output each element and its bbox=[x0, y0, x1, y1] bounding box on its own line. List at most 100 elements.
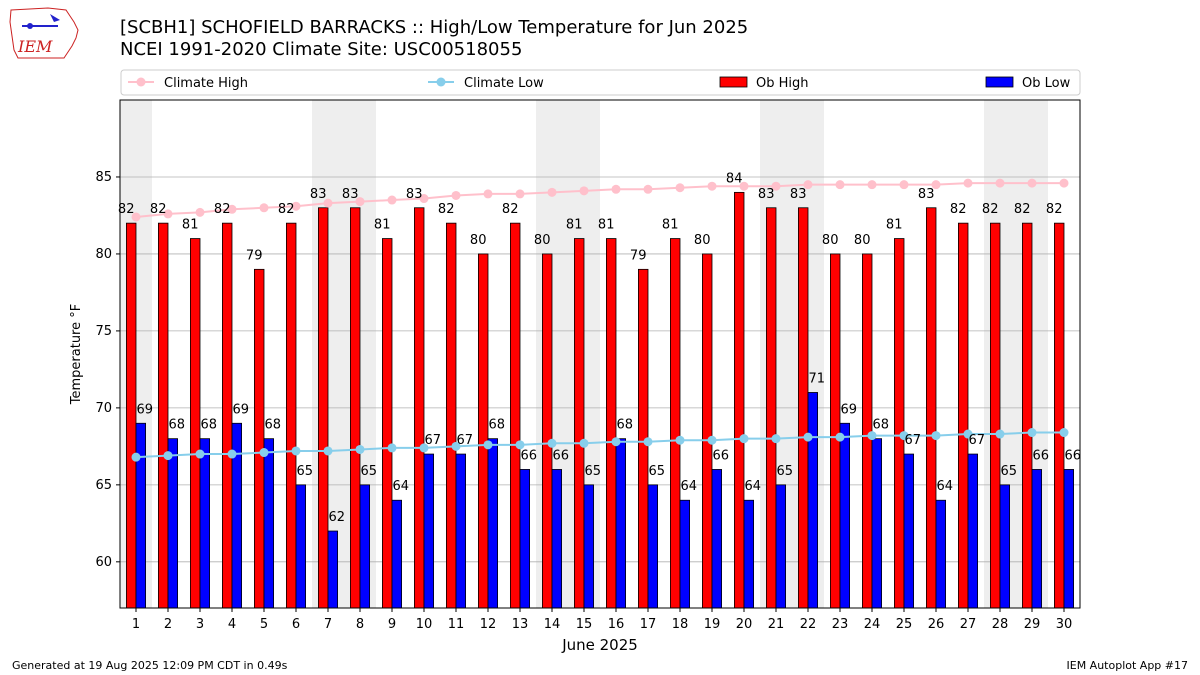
bar-ob-low bbox=[935, 499, 947, 609]
climate-high-point bbox=[259, 203, 269, 213]
climate-low-point bbox=[291, 446, 301, 456]
bar-ob-high bbox=[702, 253, 713, 609]
x-tick-label: 8 bbox=[356, 617, 364, 632]
footer-generated: Generated at 19 Aug 2025 12:09 PM CDT in… bbox=[12, 659, 288, 672]
bar-ob-high bbox=[381, 238, 393, 609]
climate-high-point bbox=[227, 204, 237, 214]
x-tick-label: 28 bbox=[992, 617, 1009, 632]
label-ob-high: 79 bbox=[630, 248, 647, 263]
label-ob-low: 67 bbox=[905, 433, 922, 448]
climate-low-point bbox=[1059, 428, 1069, 438]
label-ob-low: 65 bbox=[297, 464, 314, 479]
label-ob-low: 69 bbox=[233, 402, 250, 417]
label-ob-low: 68 bbox=[489, 418, 506, 433]
bar-ob-high bbox=[926, 207, 937, 609]
legend-label: Climate High bbox=[164, 76, 248, 91]
bar-ob-low bbox=[839, 422, 851, 609]
climate-high-point bbox=[387, 195, 397, 205]
y-tick-label: 85 bbox=[95, 170, 112, 185]
x-tick-label: 23 bbox=[832, 617, 849, 632]
bar-ob-low bbox=[359, 484, 371, 609]
climate-high-point bbox=[291, 201, 301, 211]
climate-low-point bbox=[931, 431, 941, 441]
climate-low-point bbox=[611, 437, 621, 447]
x-tick-label: 7 bbox=[324, 617, 332, 632]
climate-high-point bbox=[835, 180, 845, 190]
bar-ob-high bbox=[574, 238, 585, 609]
label-ob-low: 66 bbox=[553, 448, 570, 463]
label-ob-high: 80 bbox=[470, 233, 487, 248]
bar-ob-high bbox=[1054, 222, 1065, 609]
label-ob-low: 69 bbox=[841, 402, 858, 417]
label-ob-high: 82 bbox=[502, 202, 519, 217]
x-tick-label: 21 bbox=[768, 617, 785, 632]
label-ob-high: 83 bbox=[310, 187, 327, 202]
x-tick-label: 14 bbox=[544, 617, 561, 632]
label-ob-high: 81 bbox=[182, 218, 199, 233]
x-tick-label: 22 bbox=[800, 617, 817, 632]
legend-marker bbox=[136, 77, 146, 87]
x-tick-label: 2 bbox=[164, 617, 172, 632]
label-ob-high: 81 bbox=[886, 218, 903, 233]
x-tick-label: 26 bbox=[928, 617, 945, 632]
label-ob-low: 64 bbox=[681, 479, 698, 494]
label-ob-high: 82 bbox=[1046, 202, 1063, 217]
plot-frame bbox=[119, 99, 1081, 609]
climate-low-line bbox=[135, 431, 1064, 459]
label-ob-high: 83 bbox=[758, 187, 775, 202]
bar-ob-high bbox=[990, 222, 1001, 609]
climate-high-point bbox=[579, 186, 589, 196]
label-ob-high: 82 bbox=[214, 202, 231, 217]
x-tick-label: 25 bbox=[896, 617, 913, 632]
x-tick-label: 1 bbox=[132, 617, 140, 632]
label-ob-low: 66 bbox=[521, 448, 538, 463]
climate-high-point bbox=[899, 180, 909, 190]
label-ob-high: 82 bbox=[982, 202, 999, 217]
x-tick-label: 16 bbox=[608, 617, 625, 632]
bar-ob-low bbox=[679, 499, 691, 609]
bar-ob-high bbox=[157, 222, 169, 609]
x-tick-label: 10 bbox=[416, 617, 433, 632]
label-ob-high: 82 bbox=[278, 202, 295, 217]
legend-label: Climate Low bbox=[464, 76, 544, 91]
climate-low-point bbox=[739, 434, 749, 444]
bar-ob-high bbox=[1022, 222, 1033, 609]
climate-low-point bbox=[1027, 428, 1037, 438]
climate-high-point bbox=[995, 178, 1005, 188]
climate-high-point bbox=[931, 180, 941, 190]
legend-box bbox=[120, 69, 1081, 96]
bar-ob-high bbox=[253, 268, 265, 609]
climate-low-point bbox=[131, 452, 141, 462]
label-ob-high: 82 bbox=[950, 202, 967, 217]
bar-ob-low bbox=[487, 438, 499, 609]
x-tick-label: 12 bbox=[480, 617, 497, 632]
climate-high-point bbox=[483, 189, 493, 199]
x-tick-label: 3 bbox=[196, 617, 204, 632]
label-ob-low: 65 bbox=[361, 464, 378, 479]
climate-high-point bbox=[163, 209, 173, 219]
label-ob-low: 64 bbox=[937, 479, 954, 494]
label-ob-low: 67 bbox=[425, 433, 442, 448]
bar-ob-high bbox=[798, 207, 809, 609]
bar-ob-low bbox=[583, 484, 595, 609]
bar-ob-high bbox=[670, 238, 681, 609]
climate-high-point bbox=[771, 181, 781, 191]
x-tick-label: 13 bbox=[512, 617, 529, 632]
legend-swatch bbox=[719, 76, 748, 88]
climate-low-point bbox=[963, 429, 973, 439]
bar-ob-low bbox=[711, 469, 723, 609]
climate-low-point bbox=[899, 431, 909, 441]
label-ob-high: 81 bbox=[566, 218, 583, 233]
climate-low-point bbox=[451, 441, 461, 451]
climate-high-point bbox=[1027, 178, 1037, 188]
label-ob-low: 68 bbox=[873, 418, 890, 433]
footer-app: IEM Autoplot App #17 bbox=[1066, 659, 1189, 672]
bar-ob-high bbox=[477, 253, 489, 609]
chart-subtitle: NCEI 1991-2020 Climate Site: USC00518055 bbox=[120, 39, 523, 60]
climate-high-point bbox=[451, 190, 461, 200]
iem-logo: IEM bbox=[9, 7, 79, 59]
bar-ob-high bbox=[317, 207, 329, 609]
label-ob-low: 68 bbox=[169, 418, 186, 433]
bar-ob-high bbox=[958, 222, 969, 609]
x-tick-label: 15 bbox=[576, 617, 593, 632]
